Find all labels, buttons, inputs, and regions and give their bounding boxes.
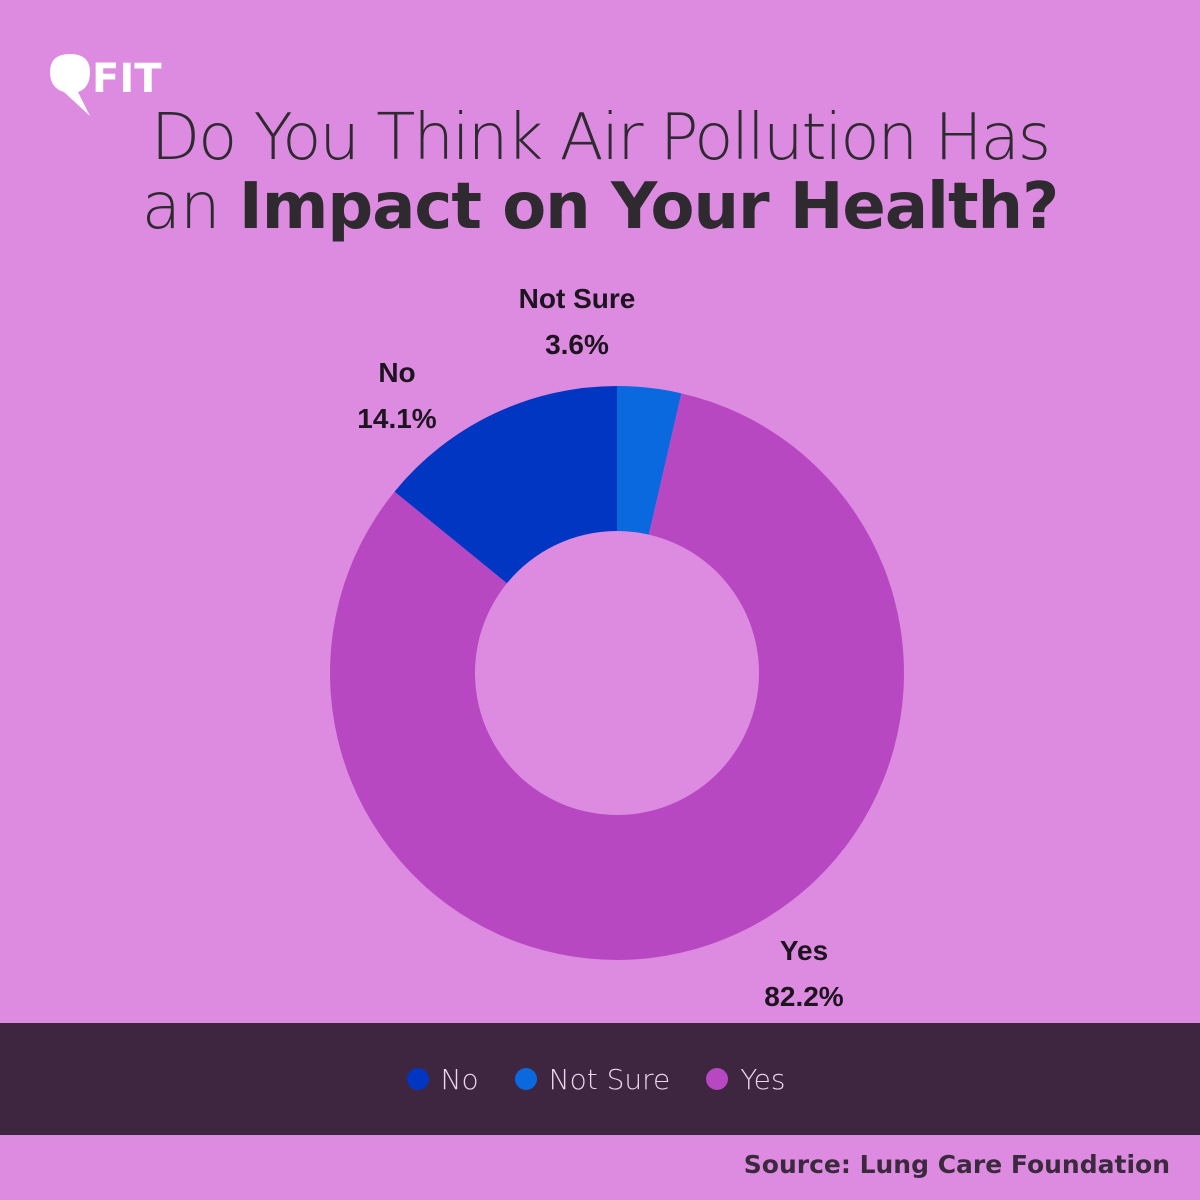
slice-yes [329,393,904,961]
title-line-2-bold: Impact on Your Health? [238,170,1059,245]
legend-item-no: No [406,1062,487,1096]
chart-slices [329,386,904,961]
source-note: Source: Lung Care Foundation [743,1150,1170,1179]
title-line-2: an Impact on Your Health? [0,173,1200,242]
slice-no [394,386,617,584]
slice-not-sure [617,386,682,535]
legend-label: Yes [740,1062,786,1096]
slice-value-no: 14.1% [357,403,436,434]
legend-item-yes: Yes [706,1063,793,1096]
legend-item-not-sure: Not Sure [514,1062,679,1096]
legend-band: No Not Sure Yes [0,1023,1200,1135]
legend-label: Not Sure [548,1062,671,1096]
chart-labels: Not Sure 3.6% Yes 82.2% No 14.1% [357,283,843,1012]
title-line-2-light: an [141,170,221,245]
speech-bubble-logo-icon: FIT [50,54,162,116]
logo-text: FIT [92,56,162,102]
fit-logo: FIT [44,50,164,122]
slice-label-not-sure: Not Sure [519,283,636,314]
slice-label-no: No [378,357,415,388]
legend-dot-icon [406,1068,429,1090]
slice-value-yes: 82.2% [764,981,843,1012]
legend-dot-icon [706,1068,729,1090]
chart-legend: No Not Sure Yes [0,1023,1200,1135]
page-title: Do You Think Air Pollution Has an Impact… [0,101,1200,242]
slice-label-yes: Yes [780,935,828,966]
title-line-1: Do You Think Air Pollution Has [150,101,1051,175]
legend-dot-icon [514,1068,537,1090]
slice-value-not-sure: 3.6% [545,329,609,360]
legend-label: No [440,1062,479,1096]
